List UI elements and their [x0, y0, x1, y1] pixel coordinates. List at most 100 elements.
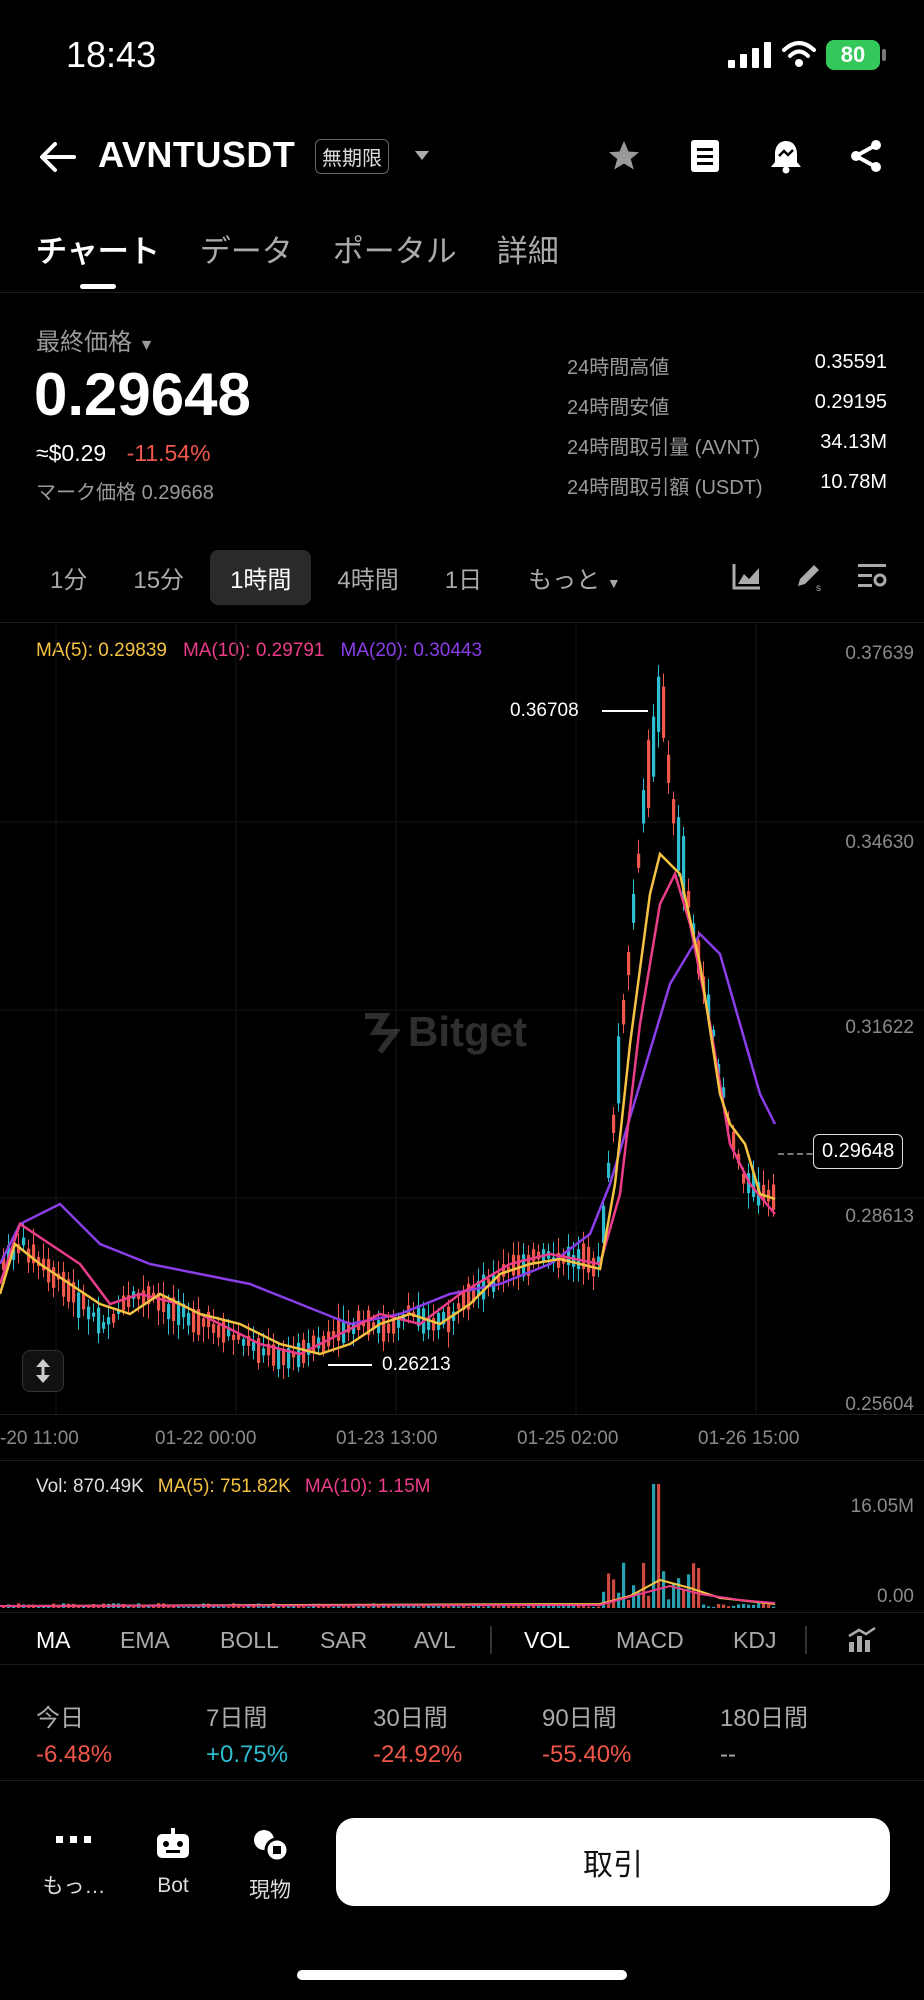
volume-bar: [637, 1592, 641, 1608]
candle-body: [597, 1256, 601, 1264]
expand-vertical-button[interactable]: [22, 1350, 64, 1392]
nav-bot[interactable]: Bot: [148, 1828, 198, 1898]
current-price-tag[interactable]: 0.29648: [813, 1134, 904, 1169]
volume-bar: [512, 1606, 516, 1608]
timeframe-4h[interactable]: 4時間: [337, 567, 399, 594]
volume-bar: [562, 1605, 566, 1608]
candle-body: [167, 1304, 171, 1320]
candle-body: [92, 1312, 96, 1317]
volume-chart[interactable]: [0, 1470, 790, 1610]
nav-spot[interactable]: 現物: [242, 1828, 298, 1904]
indicator-vol[interactable]: VOL: [524, 1626, 571, 1653]
tab-chart[interactable]: チャート: [36, 234, 160, 269]
timeframe-1m[interactable]: 1分: [50, 567, 88, 594]
coins-icon: [254, 1830, 290, 1863]
volume-bar: [2, 1606, 6, 1608]
volume-bar: [397, 1605, 401, 1608]
chevron-down-icon[interactable]: [414, 150, 430, 162]
timeframe-1h[interactable]: 1時間: [210, 550, 312, 605]
indicator-ma[interactable]: MA: [36, 1626, 71, 1653]
tab-data[interactable]: データ: [199, 234, 293, 269]
low-price-label: 0.26213: [382, 1354, 451, 1375]
volume-bar: [572, 1604, 576, 1608]
draw-tool-icon[interactable]: s: [794, 560, 826, 592]
pair-title[interactable]: AVNTUSDT: [98, 134, 296, 175]
trade-button[interactable]: 取引: [336, 1818, 890, 1906]
volume-bar: [662, 1571, 666, 1608]
candle-body: [612, 1114, 616, 1133]
tab-details[interactable]: 詳細: [496, 234, 559, 269]
volume-bar: [192, 1606, 196, 1608]
chart-type-icon[interactable]: [732, 562, 762, 590]
volume-bar: [217, 1605, 221, 1608]
candle-body: [177, 1300, 181, 1326]
nav-more[interactable]: もっ…: [36, 1830, 112, 1900]
indicator-ema[interactable]: EMA: [120, 1626, 170, 1653]
candle-body: [352, 1323, 356, 1335]
candle-body: [532, 1249, 536, 1262]
volume-bar: [132, 1606, 136, 1608]
volume-bar: [692, 1563, 696, 1608]
volume-bar: [532, 1604, 536, 1608]
indicator-boll[interactable]: BOLL: [220, 1626, 279, 1653]
indicator-kdj[interactable]: KDJ: [733, 1626, 777, 1653]
candle-body: [712, 1029, 716, 1037]
indicator-sar[interactable]: SAR: [320, 1626, 368, 1653]
volume-bar: [587, 1606, 591, 1608]
candle-body: [437, 1312, 441, 1330]
timeframe-1d[interactable]: 1日: [444, 567, 483, 594]
share-icon[interactable]: [848, 138, 884, 174]
volume-bar: [407, 1606, 411, 1608]
volume-axis-max: 16.05M: [850, 1496, 914, 1517]
volume-axis-min: 0.00: [877, 1586, 914, 1607]
volume-bar: [492, 1605, 496, 1608]
candle-body: [32, 1244, 36, 1264]
contract-tag: 無期限: [315, 139, 389, 174]
volume-bar: [457, 1606, 461, 1608]
indicator-divider: [805, 1626, 807, 1654]
volume-bar: [582, 1604, 586, 1608]
candlestick-chart[interactable]: Bitget: [0, 624, 924, 1414]
star-icon[interactable]: [606, 138, 642, 174]
volume-bar: [322, 1605, 326, 1608]
ma10-line: [0, 870, 776, 1356]
battery-indicator: 80: [826, 40, 880, 70]
candle-body: [617, 1036, 621, 1104]
volume-bar: [42, 1606, 46, 1608]
stat-row: 24時間高値 0.35591: [567, 351, 887, 379]
candle-body: [72, 1282, 76, 1303]
candle-body: [247, 1335, 251, 1347]
back-arrow-icon[interactable]: [38, 140, 76, 174]
candle-body: [692, 923, 696, 935]
candle-body: [642, 790, 646, 824]
candle-body: [662, 686, 666, 738]
candle-body: [387, 1323, 391, 1334]
candle-body: [492, 1274, 496, 1292]
last-price-label[interactable]: 最終価格 ▼: [36, 329, 155, 356]
volume-bar: [702, 1604, 706, 1608]
timeframe-15m[interactable]: 15分: [133, 567, 185, 594]
vol-ma10: MA(10): 1.15M: [304, 1476, 431, 1497]
timeframe-more[interactable]: もっと ▼: [528, 567, 621, 594]
candle-body: [682, 836, 686, 901]
candle-body: [317, 1337, 321, 1349]
price-axis-label: 0.31622: [845, 1017, 914, 1038]
indicator-avl[interactable]: AVL: [414, 1626, 456, 1653]
candle-body: [142, 1290, 146, 1305]
indicator-settings-icon[interactable]: [847, 1626, 877, 1654]
indicator-macd[interactable]: MACD: [616, 1626, 684, 1653]
bell-alert-icon[interactable]: [768, 138, 804, 174]
battery-tip: [882, 49, 886, 61]
candle-body: [537, 1251, 541, 1260]
usd-price: ≈$0.29: [36, 440, 107, 466]
candle-body: [762, 1184, 766, 1201]
candle-body: [392, 1319, 396, 1334]
candle-body: [292, 1351, 296, 1358]
chart-settings-icon[interactable]: [856, 562, 888, 590]
tab-portal[interactable]: ポータル: [332, 234, 457, 269]
candle-body: [367, 1310, 371, 1336]
volume-bar: [142, 1606, 146, 1608]
last-price: 0.29648: [34, 361, 251, 428]
document-icon[interactable]: [688, 138, 722, 174]
divider: [0, 292, 924, 293]
